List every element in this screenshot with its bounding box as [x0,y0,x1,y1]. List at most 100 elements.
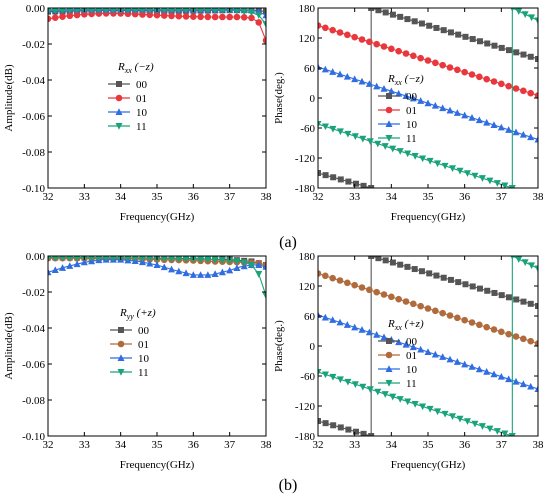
data-point [456,415,464,423]
data-point [197,256,205,264]
x-tick-label: 36 [459,191,471,203]
legend-marker [115,94,123,102]
legend-title: Rxx (+z) [387,318,424,332]
legend-title: Rxx (−z) [387,73,424,87]
data-point [66,12,74,20]
legend-label: 00 [406,336,418,348]
data-point [402,340,410,348]
data-point [329,26,336,34]
data-point [382,257,389,264]
y-tick-label: -60 [300,123,315,135]
x-axis-label: Frequency(GHz) [120,211,195,223]
data-point [344,31,351,39]
data-point [190,13,197,20]
legend-marker [386,93,392,99]
data-point [153,261,161,268]
x-tick-label: 37 [224,439,236,451]
x-tick-label: 38 [533,191,545,203]
data-point [161,8,168,14]
x-axis-label: Frequency(GHz) [391,459,466,471]
data-point [330,174,337,181]
legend-item-00: 00 [378,336,418,348]
data-point [66,8,73,14]
data-point [461,68,468,76]
series-00 [318,256,538,436]
phase-chart-a: 32 33 34 35 36 37 38 180 120 60 0 -60 -120 -180 Freque… [273,3,544,223]
data-point [461,360,469,368]
data-point [512,128,520,136]
data-point [66,256,73,262]
data-point [439,309,446,317]
data-point [59,264,67,271]
x-tick-label: 33 [349,191,361,203]
data-point [345,426,352,433]
data-point [219,13,226,21]
data-point [521,11,529,18]
y-tick-label: 0.00 [26,251,46,263]
y-tick-label: 120 [299,33,316,45]
data-point [483,323,490,331]
data-point [73,260,81,268]
data-point [534,17,538,25]
data-point [439,353,447,360]
data-point [439,61,446,69]
data-point [368,8,375,11]
data-point [373,82,381,90]
y-tick-label: -0.04 [22,323,45,335]
data-point [389,145,397,153]
data-point [486,425,494,433]
data-point [204,256,212,264]
data-point [48,256,51,262]
data-point [520,298,527,305]
data-point [375,256,382,262]
data-point [501,430,509,436]
data-point [197,8,204,14]
plot-frame [47,255,267,437]
data-point [48,15,52,23]
data-point [404,398,412,406]
data-point [521,259,529,266]
y-tick-label: -0.10 [22,183,45,195]
x-tick-label: 38 [533,439,545,451]
legend-item-01: 01 [378,105,417,117]
data-point [490,121,498,128]
data-point [344,378,352,386]
data-point [175,267,183,275]
data-point [247,9,255,17]
data-point [410,300,417,308]
data-point [189,271,197,278]
data-point [498,44,505,51]
data-point [411,153,419,160]
amplitude-chart-a: 32 33 34 35 36 37 38 0.00 -0.02 -0.04 -0.06 -0.08 -0… [3,3,272,223]
data-point [519,130,527,138]
legend-title: Ryy (+z) [119,307,156,321]
data-point [226,266,234,274]
data-point [240,13,248,21]
data-point [447,29,454,36]
data-point [535,56,538,62]
data-point [454,314,461,322]
data-point [417,302,424,310]
data-point [73,11,81,19]
series-01 [48,10,266,44]
data-point [182,13,190,20]
data-point [255,271,263,278]
data-point [483,368,491,375]
data-point [449,165,457,173]
data-point [513,296,520,303]
data-point [475,365,483,373]
data-point [351,33,358,41]
series-01 [318,22,538,99]
data-point [321,313,329,321]
data-point [183,8,189,14]
data-point [424,305,432,312]
data-point [433,272,440,279]
data-point [351,323,359,331]
data-point [336,318,344,326]
data-point [51,266,59,274]
x-tick-label: 35 [423,191,435,203]
data-point [358,36,366,43]
data-point [527,382,535,390]
data-point [471,172,479,180]
data-point [463,170,471,177]
